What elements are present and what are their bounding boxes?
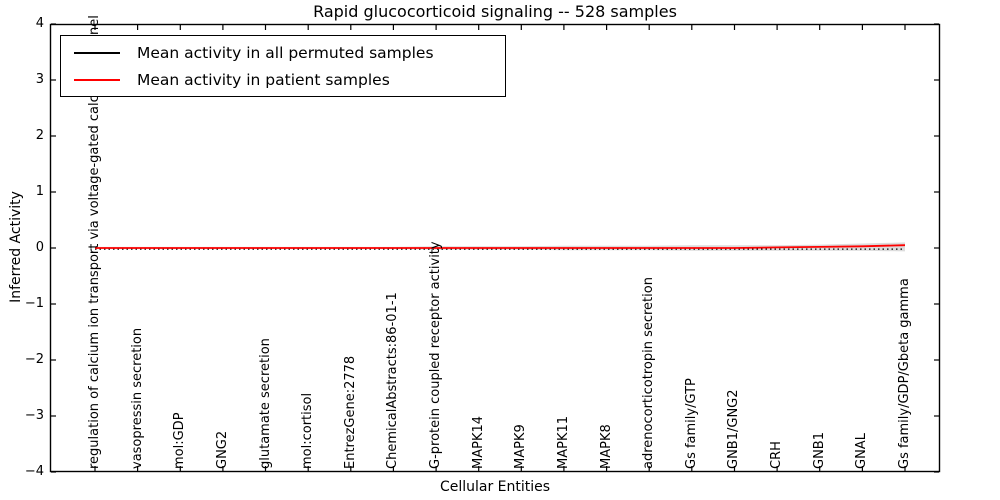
legend-line-patient-icon	[74, 78, 120, 81]
x-tick-label: Gs family/GDP/Gbeta gamma	[897, 278, 912, 469]
legend: Mean activity in all permuted samples Me…	[60, 35, 506, 97]
x-tick-label: mol:GDP	[172, 412, 188, 469]
y-tick-label: 1	[35, 184, 44, 199]
x-tick-label: EntrezGene:2778	[342, 355, 358, 469]
x-tick-label: CRH	[769, 441, 785, 469]
legend-item-permuted: Mean activity in all permuted samples	[61, 44, 505, 62]
x-tick-label: GNAL	[854, 433, 870, 469]
x-tick-label: GNB1	[811, 432, 827, 469]
y-tick-label: 4	[35, 16, 44, 31]
x-tick-label: GNB1/GNG2	[726, 389, 742, 469]
y-tick-label: −1	[24, 296, 44, 311]
y-tick-label: −4	[24, 464, 44, 479]
legend-item-patient: Mean activity in patient samples	[61, 71, 505, 89]
x-tick-label: G-protein coupled receptor activity	[428, 241, 444, 469]
y-tick-label: 3	[35, 72, 44, 87]
x-tick-label: MAPK9	[513, 424, 529, 469]
x-axis-label: Cellular Entities	[439, 479, 551, 495]
chart-title: Rapid glucocorticoid signaling -- 528 sa…	[313, 2, 677, 21]
legend-label-permuted: Mean activity in all permuted samples	[137, 43, 434, 62]
x-tick-label: MAPK11	[555, 415, 571, 469]
plot-border	[49, 23, 941, 473]
patient-line	[95, 244, 906, 249]
x-tick-label: adrenocorticotropin secretion	[641, 277, 657, 469]
legend-label-patient: Mean activity in patient samples	[137, 70, 390, 89]
x-tick-label: glutamate secretion	[257, 338, 273, 469]
x-tick-label: Gs family/GTP	[683, 378, 699, 469]
x-tick-label: MAPK8	[598, 424, 614, 469]
x-tick-label: mol:cortisol	[300, 392, 316, 469]
x-tick-label: MAPK14	[470, 415, 486, 469]
x-tick-label: ChemicalAbstracts:86-01-1	[385, 292, 401, 469]
y-tick-label: −3	[24, 408, 44, 423]
y-tick-label: 0	[35, 240, 44, 255]
x-tick-label: vasopressin secretion	[129, 327, 145, 469]
legend-line-permuted-icon	[74, 51, 120, 54]
y-tick-label: 2	[35, 128, 44, 143]
x-tick-label: GNG2	[214, 430, 230, 469]
y-tick-label: −2	[24, 352, 44, 367]
